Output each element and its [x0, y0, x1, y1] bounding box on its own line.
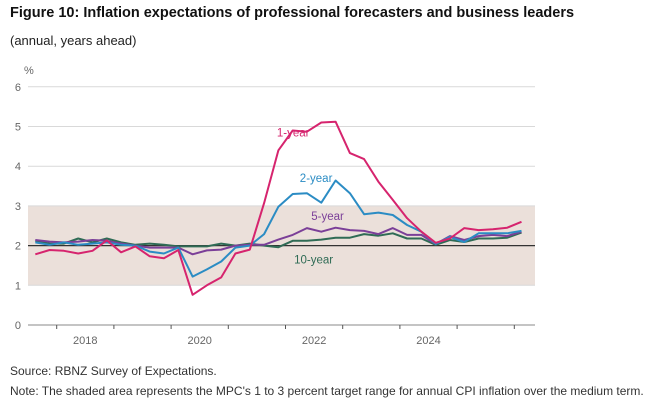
series-line-10-year	[35, 231, 522, 249]
y-tick-label: 4	[15, 161, 21, 173]
y-tick-label: 3	[15, 201, 21, 213]
source-note: Source: RBNZ Survey of Expectations.	[10, 364, 217, 378]
y-tick-label: 5	[15, 122, 21, 134]
x-tick-label: 2024	[416, 335, 440, 347]
y-tick-label: 1	[15, 280, 21, 292]
x-tick-label: 2020	[187, 335, 211, 347]
series-label-2-year: 2-year	[300, 173, 333, 185]
series-line-1-year	[35, 120, 522, 296]
y-tick-label: 6	[15, 82, 21, 94]
line-chart: % 0 1 2 3 4 5 6 2018 2020 2022 2024 1-year 2-year 5-y…	[15, 65, 535, 347]
y-axis-unit-label: %	[24, 65, 34, 77]
x-tick-label: 2022	[302, 335, 326, 347]
series-label-10-year: 10-year	[294, 254, 333, 266]
series-label-1-year: 1-year	[277, 127, 310, 139]
footnote: Note: The shaded area represents the MPC…	[10, 384, 644, 398]
figure-subtitle: (annual, years ahead)	[10, 33, 137, 48]
y-tick-label: 0	[15, 320, 21, 332]
figure-title: Figure 10: Inflation expectations of pro…	[10, 5, 575, 21]
x-tick-label: 2018	[73, 335, 97, 347]
series-label-5-year: 5-year	[311, 211, 344, 223]
y-tick-label: 2	[15, 241, 21, 253]
